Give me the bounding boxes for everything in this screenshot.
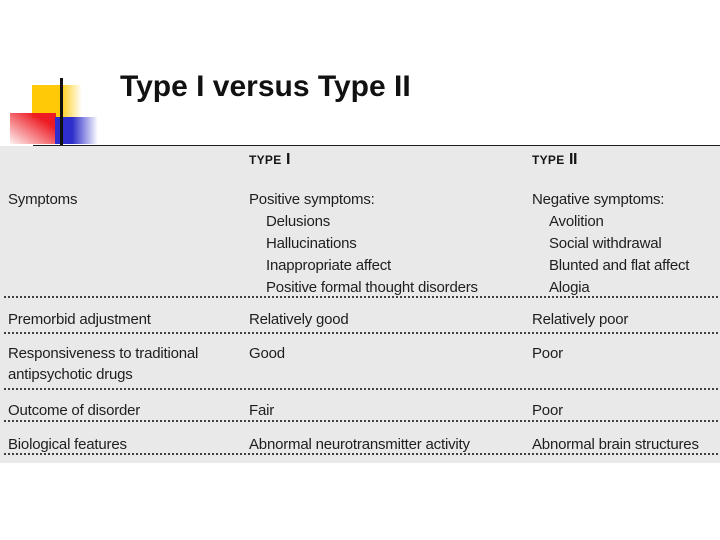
row-label: Symptoms [8,191,78,208]
row-label: Biological features [8,436,127,453]
accent-vertical-line [60,78,63,148]
type1-cell: Positive symptoms: Delusions Hallucinati… [249,189,529,299]
type2-cell: Abnormal brain structures [532,436,699,453]
type2-cell: Poor [532,345,563,362]
type1-cell: Fair [249,402,275,419]
cell-item: Inappropriate affect [266,257,391,274]
cell-item: Social withdrawal [549,235,662,252]
cell-lead: Negative symptoms: [532,191,665,208]
type1-cell: Relatively good [249,311,349,328]
row-divider [4,453,720,455]
accent-yellow-square [32,85,82,118]
row-divider [4,388,720,390]
row-label: Premorbid adjustment [8,311,151,328]
type1-cell: Good [249,345,285,362]
header-numeral: I [286,151,290,168]
slide-title: Type I versus Type II [120,70,411,103]
type2-cell: Negative symptoms: Avolition Social with… [532,189,720,299]
cell-item: Blunted and flat affect [549,257,690,274]
row-label: Outcome of disorder [8,402,141,419]
comparison-table-panel [0,146,720,463]
type1-cell: Abnormal neurotransmitter activity [249,436,470,453]
row-divider [4,332,720,334]
cell-item: Alogia [549,279,590,296]
cell-item: Delusions [266,213,331,230]
type2-cell: Poor [532,402,563,419]
cell-item: Hallucinations [266,235,357,252]
header-word: TYPE [532,153,565,167]
header-word: TYPE [249,153,282,167]
cell-item: Positive formal thought disorders [266,279,478,296]
row-divider [4,296,720,298]
cell-lead: Positive symptoms: [249,191,375,208]
cell-item: Avolition [549,213,604,230]
accent-red-square [10,113,56,144]
type2-cell: Relatively poor [532,311,629,328]
row-divider [4,420,720,422]
header-numeral: II [569,151,577,168]
column-header-type1: TYPE I [249,151,290,169]
row-label: Responsiveness to traditional antipsycho… [8,345,199,383]
column-header-type2: TYPE II [532,151,577,169]
